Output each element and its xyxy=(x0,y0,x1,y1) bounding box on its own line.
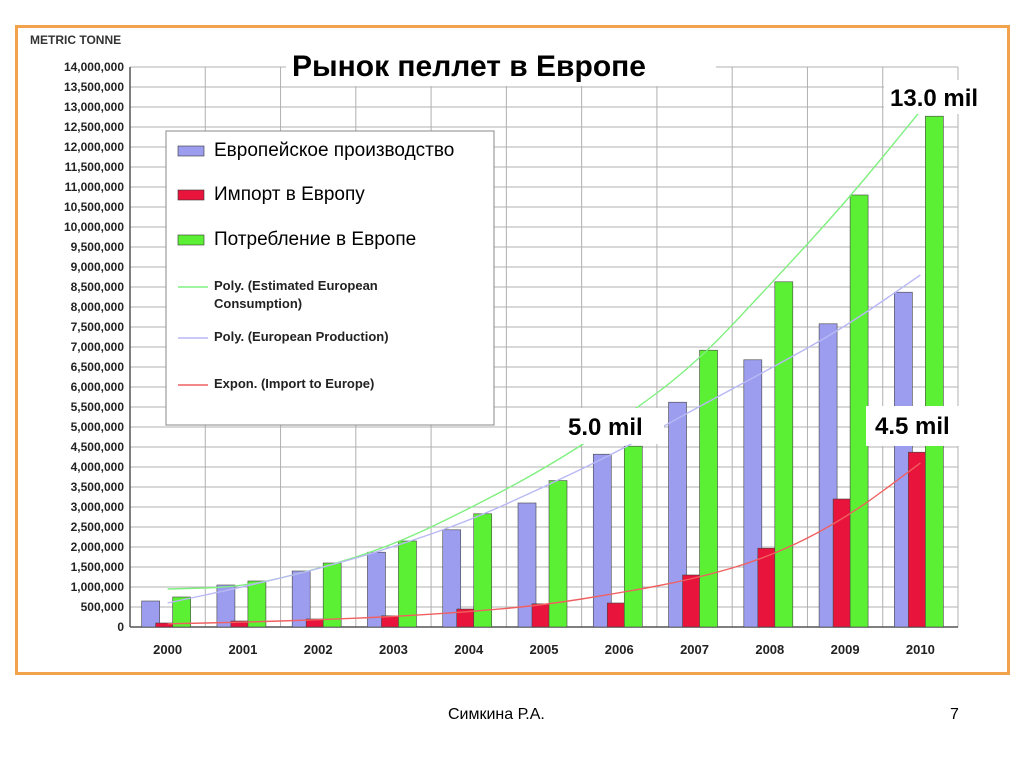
y-tick-label: 12,000,000 xyxy=(64,140,124,154)
title-backing xyxy=(286,46,716,86)
bar-consumption xyxy=(247,580,267,628)
slide-page-number: 7 xyxy=(950,706,959,723)
bar-import xyxy=(531,603,551,628)
x-tick-label: 2006 xyxy=(605,642,634,657)
x-tick-label: 2003 xyxy=(379,642,408,657)
legend-swatch xyxy=(177,189,205,201)
chart-svg: 0 500,000 1,000,000 1,500,000 2,000,000 2,500… xyxy=(30,33,994,657)
legend-swatch xyxy=(177,234,205,246)
bar-production xyxy=(668,401,687,628)
x-tick-label: 2009 xyxy=(831,642,860,657)
bar-consumption xyxy=(623,445,643,628)
legend-label: Импорт в Европу xyxy=(214,184,365,205)
bar-consumption xyxy=(172,596,191,628)
legend-label: Европейское производство xyxy=(214,140,454,161)
y-tick-label: 11,000,000 xyxy=(65,180,125,194)
y-tick-label: 9,500,000 xyxy=(71,240,125,254)
bar-production xyxy=(442,529,462,628)
annotation-label: 4.5 mil xyxy=(875,413,950,440)
chart-title: Рынок пеллет в Европе xyxy=(292,50,646,83)
legend-label: Expon. (Import to Europe) xyxy=(214,376,374,391)
y-tick-label: 500,000 xyxy=(81,600,125,614)
bar-import xyxy=(908,451,927,628)
y-tick-label: 5,000,000 xyxy=(71,420,125,434)
y-tick-label: 1,000,000 xyxy=(71,580,125,594)
y-tick-label: 11,500,000 xyxy=(65,160,125,174)
legend-label: Consumption) xyxy=(214,296,302,311)
legend-swatch xyxy=(177,145,205,157)
y-tick-label: 3,500,000 xyxy=(71,480,125,494)
y-tick-label: 4,000,000 xyxy=(71,460,125,474)
y-tick-label: 2,500,000 xyxy=(71,520,125,534)
x-tick-label: 2000 xyxy=(153,642,182,657)
x-tick-label: 2005 xyxy=(530,642,559,657)
annotation-label: 13.0 mil xyxy=(890,85,978,112)
legend-label: Poly. (European Production) xyxy=(214,329,389,344)
x-tick-label: 2002 xyxy=(304,642,333,657)
y-tick-label: 8,000,000 xyxy=(71,300,125,314)
legend-label: Poly. (Estimated European xyxy=(214,278,378,293)
y-tick-label: 8,500,000 xyxy=(71,280,125,294)
annotation-label: 5.0 mil xyxy=(568,414,643,441)
x-tick-label: 2010 xyxy=(906,642,935,657)
bar-production xyxy=(517,502,537,628)
y-tick-label: 6,500,000 xyxy=(71,360,125,374)
bar-production xyxy=(592,453,612,628)
bar-production xyxy=(141,600,160,628)
bar-import xyxy=(682,574,701,628)
legend-label: Потребление в Европе xyxy=(214,229,416,250)
y-tick-label: 7,000,000 xyxy=(71,340,125,354)
bar-consumption xyxy=(699,349,718,628)
y-tick-label: 10,000,000 xyxy=(64,220,124,234)
y-tick-label: 4,500,000 xyxy=(71,440,125,454)
bar-production xyxy=(818,323,838,628)
legend-label-backing xyxy=(210,179,369,205)
y-tick-label: 7,500,000 xyxy=(71,320,125,334)
y-tick-label: 13,000,000 xyxy=(64,100,124,114)
trendline xyxy=(167,274,921,604)
bar-consumption xyxy=(774,281,794,628)
bar-consumption xyxy=(548,480,568,628)
bar-import xyxy=(757,547,777,628)
bar-consumption xyxy=(925,115,944,628)
annotation-backing xyxy=(866,406,974,446)
bar-consumption xyxy=(398,540,417,628)
y-tick-label: 5,500,000 xyxy=(71,400,125,414)
legend-label-backing xyxy=(210,135,465,161)
bar-consumption xyxy=(322,562,342,628)
legend-label-backing xyxy=(210,224,422,250)
y-tick-label: 1,500,000 xyxy=(71,560,125,574)
bar-import xyxy=(606,602,626,628)
y-tick-label: 6,000,000 xyxy=(71,380,125,394)
y-tick-label: 0 xyxy=(117,620,124,634)
y-tick-label: 3,000,000 xyxy=(71,500,125,514)
y-tick-label: 14,000,000 xyxy=(64,60,124,74)
chart-frame: 0 500,000 1,000,000 1,500,000 2,000,000 2,500… xyxy=(15,25,1010,675)
x-tick-label: 2004 xyxy=(454,642,484,657)
y-tick-label: 2,000,000 xyxy=(71,540,125,554)
y-tick-label: 13,500,000 xyxy=(64,80,124,94)
x-tick-label: 2008 xyxy=(755,642,784,657)
trendline xyxy=(167,462,921,625)
y-unit-label: METRIC TONNE xyxy=(30,33,121,47)
x-tick-label: 2001 xyxy=(228,642,257,657)
bar-production xyxy=(216,584,236,628)
bar-production xyxy=(291,570,311,628)
y-tick-label: 9,000,000 xyxy=(71,260,125,274)
bar-consumption xyxy=(849,194,869,628)
annotation-backing xyxy=(560,408,664,444)
x-tick-label: 2007 xyxy=(680,642,709,657)
annotation-backing xyxy=(884,80,994,114)
y-tick-label: 10,500,000 xyxy=(64,200,124,214)
y-tick-label: 12,500,000 xyxy=(64,120,124,134)
slide-author: Симкина Р.А. xyxy=(448,706,545,723)
